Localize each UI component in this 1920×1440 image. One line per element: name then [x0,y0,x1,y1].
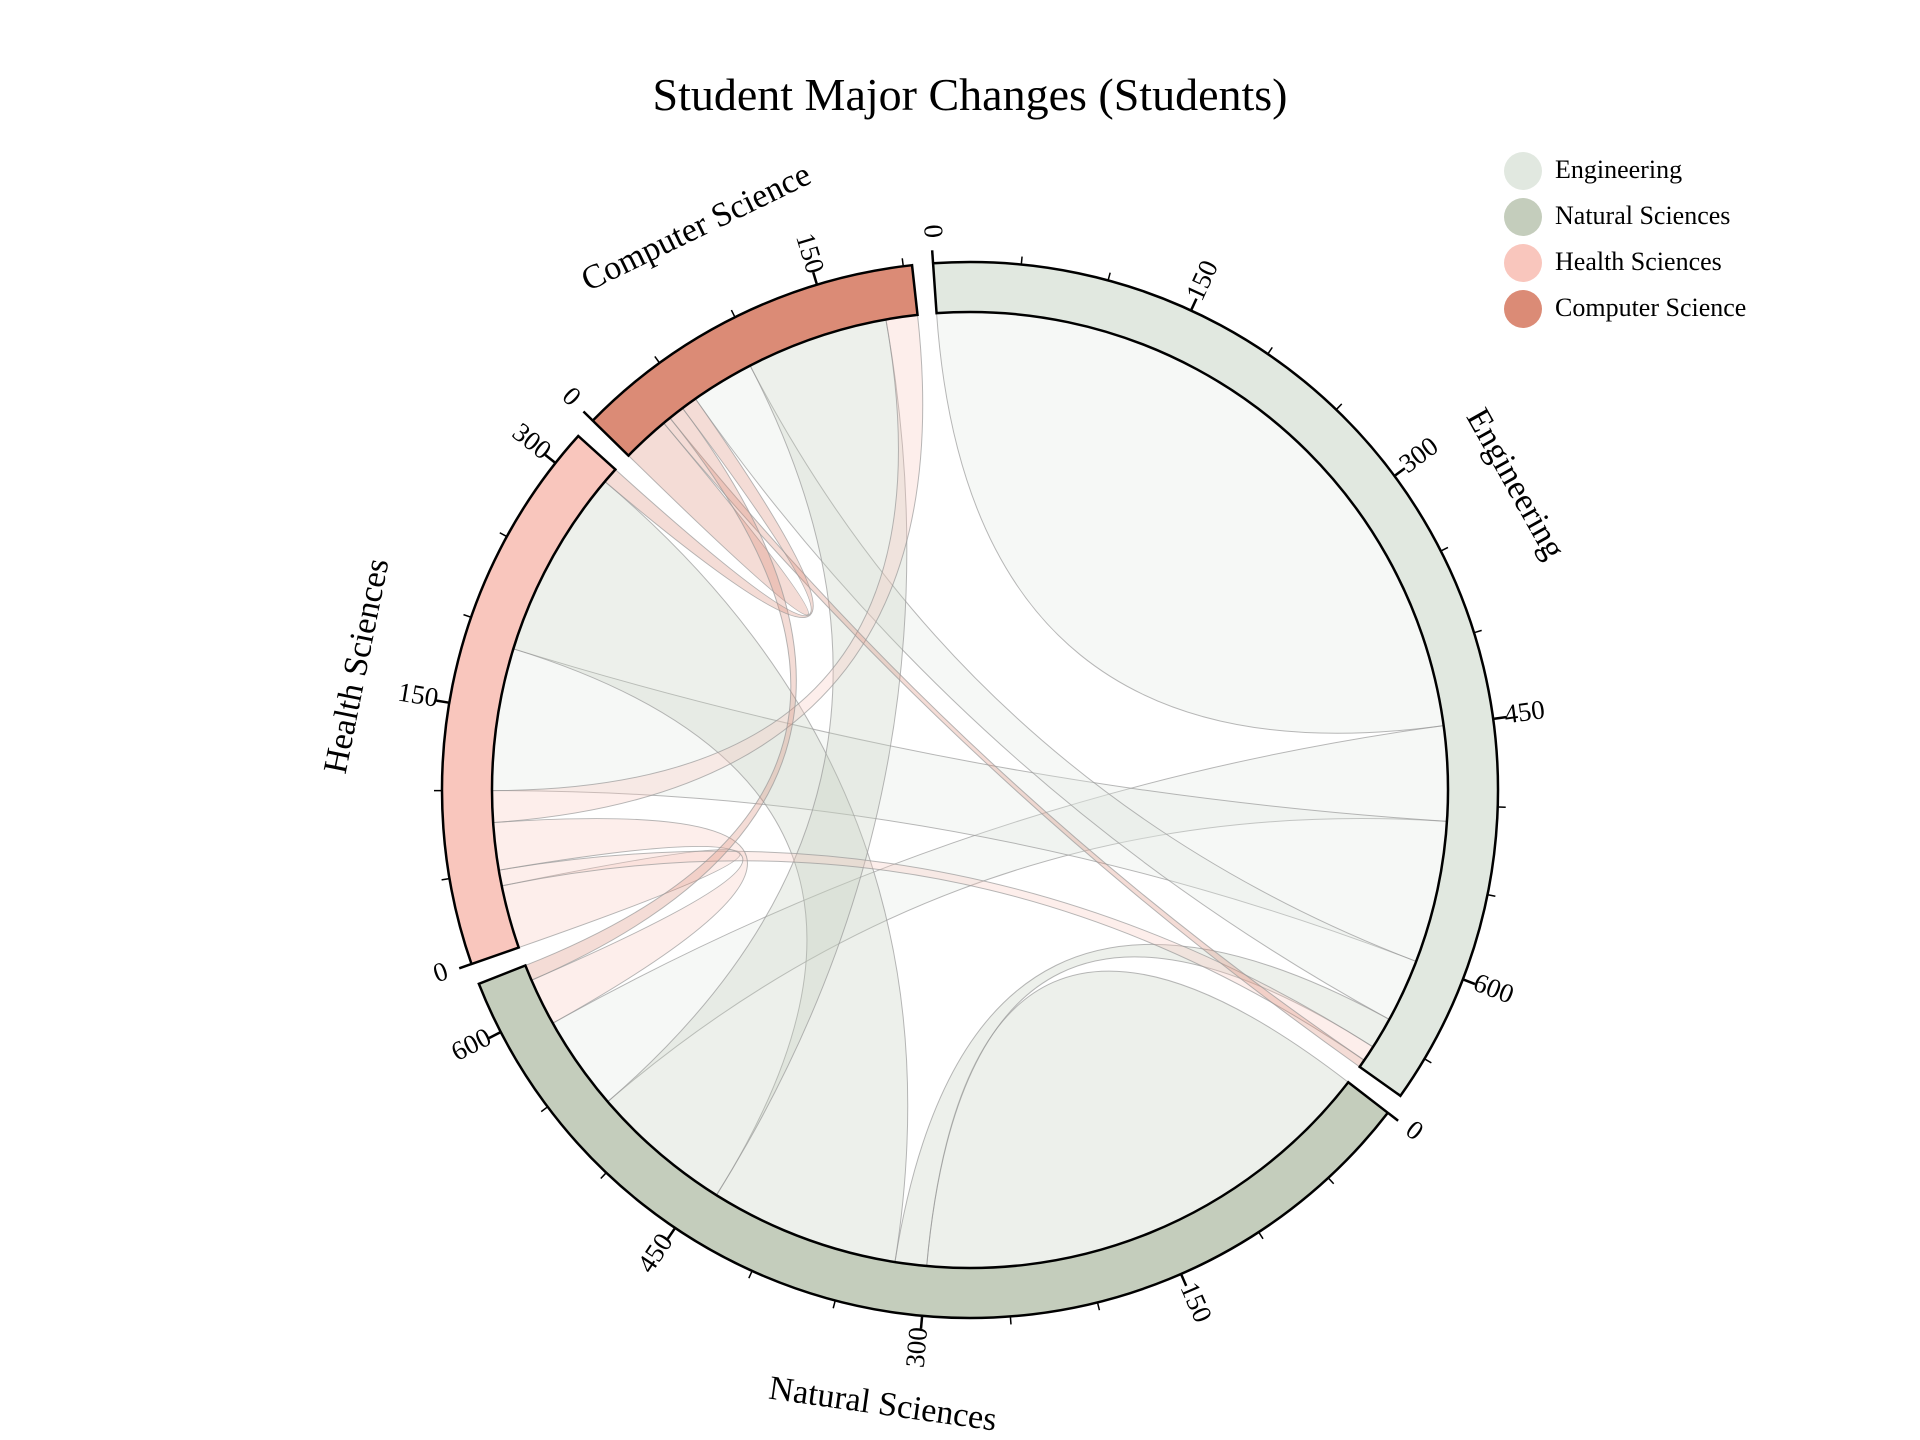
tick-label-engineering: 150 [1180,256,1224,305]
tick-natural-sciences [1096,1303,1101,1311]
tick-engineering [1020,256,1023,264]
tick-label-engineering: 450 [1502,694,1546,729]
group-label-engineering: Engineering [1459,402,1573,565]
legend-label-health-sciences: Health Sciences [1555,247,1722,276]
legend: Engineering Natural Sciences Health Scienc… [1504,152,1746,328]
tick-natural-sciences [748,1271,753,1279]
tick-engineering [1267,346,1273,354]
tick-computer-science [901,258,904,266]
tick-label-computer-science: 0 [557,381,588,412]
tick-engineering [1424,1058,1432,1064]
group-label-computer-science: Computer Science [576,156,817,299]
tick-label-health-sciences: 150 [396,677,441,713]
tick-label-natural-sciences: 300 [900,1326,934,1369]
tick-label-health-sciences: 0 [429,956,452,989]
tick-label-engineering: 600 [1469,967,1518,1010]
arcs-layer [440,260,1500,1320]
ribbon-natural-sciences-self [926,970,1349,1269]
tick-label-computer-science: 150 [790,229,830,276]
tick-engineering [1190,298,1198,311]
tick-natural-sciences [666,1228,676,1240]
tick-health-sciences [544,453,556,464]
tick-computer-science [654,356,660,363]
legend-swatch-health-sciences [1504,244,1542,282]
tick-natural-sciences [1180,1274,1188,1287]
tick-health-sciences [436,699,449,704]
tick-health-sciences [499,532,507,537]
legend-swatch-engineering [1504,152,1542,190]
tick-natural-sciences [1387,1112,1399,1122]
group-label-health-sciences: Health Sciences [317,555,396,776]
legend-swatch-natural-sciences [1504,198,1542,236]
tick-engineering [1394,467,1406,477]
tick-computer-science [582,410,593,421]
arc-engineering [931,260,1500,1098]
ribbons-layer [491,311,1449,1269]
chart-title: Student Major Changes (Students) [653,69,1288,120]
tick-health-sciences [463,613,471,618]
tick-natural-sciences [832,1301,836,1309]
tick-label-natural-sciences: 0 [1400,1114,1429,1146]
tick-natural-sciences [919,1316,924,1329]
tick-natural-sciences [488,1031,501,1040]
tick-computer-science [730,309,736,317]
arc-computer-science [590,263,919,458]
tick-engineering [930,250,935,263]
arc-natural-sciences [477,963,1390,1320]
tick-natural-sciences [1258,1232,1264,1240]
tick-engineering [1107,272,1111,280]
group-label-natural-sciences: Natural Sciences [767,1370,999,1439]
tick-engineering [1336,403,1343,410]
tick-engineering [1463,978,1476,986]
legend-label-computer-science: Computer Science [1555,293,1746,322]
tick-health-sciences [458,963,471,970]
tick-natural-sciences [540,1106,548,1113]
tick-engineering [1494,715,1507,720]
tick-natural-sciences [1328,1178,1335,1185]
tick-health-sciences [441,878,449,881]
legend-label-engineering: Engineering [1555,155,1682,184]
legend-swatch-computer-science [1504,290,1542,328]
tick-label-engineering: 0 [918,223,949,239]
tick-natural-sciences [1009,1317,1012,1325]
tick-natural-sciences [600,1172,607,1180]
tick-engineering [1488,894,1496,897]
tick-computer-science [812,271,818,285]
legend-label-natural-sciences: Natural Sciences [1555,201,1730,230]
tick-engineering [1441,546,1449,552]
tick-engineering [1474,629,1482,634]
arc-health-sciences [440,434,618,966]
tick-label-natural-sciences: 150 [1175,1278,1219,1327]
tick-label-natural-sciences: 600 [446,1022,496,1067]
